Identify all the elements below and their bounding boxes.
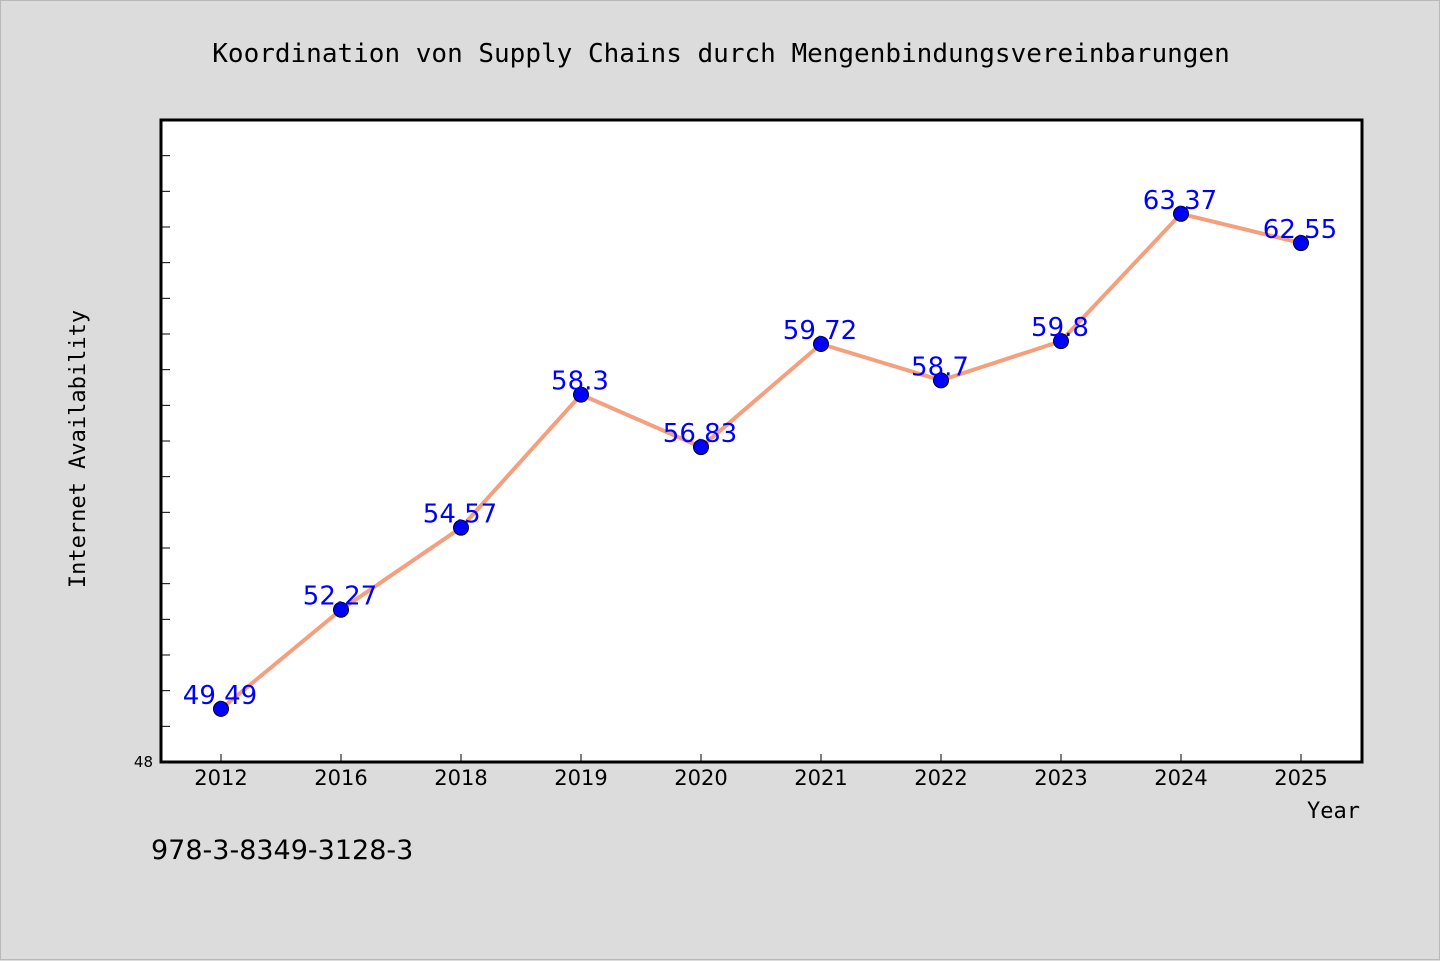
x-tick-label: 2016: [314, 766, 367, 790]
y-axis-label: Internet Availability: [66, 310, 91, 588]
data-point: [1293, 235, 1309, 252]
data-point: [1173, 205, 1189, 222]
series-line: [219, 211, 1302, 711]
x-tick-label: 2022: [914, 766, 967, 790]
x-tick-label: 2023: [1034, 766, 1087, 790]
plot-area: [159, 118, 1364, 764]
data-point: [333, 601, 349, 618]
x-tick-label: 2019: [554, 766, 607, 790]
x-tick-label: 2012: [194, 766, 247, 790]
data-label: 52.27: [303, 582, 377, 612]
data-label: 62.55: [1263, 215, 1337, 245]
data-point: [213, 700, 229, 717]
data-point: [933, 372, 949, 389]
data-point: [453, 519, 469, 536]
data-label: 58.7: [911, 352, 969, 382]
x-axis-tick-labels: 2012 2016 2018 2019 2020 2021 2022 2023 2024 2025: [194, 766, 1327, 790]
isbn-code: 978-3-8349-3128-3: [151, 835, 414, 866]
data-label: 58.3: [551, 367, 609, 397]
chart-title: Koordination von Supply Chains durch Men…: [212, 39, 1229, 69]
x-tick-label: 2024: [1154, 766, 1207, 790]
x-axis-label: Year: [1307, 799, 1360, 824]
data-label: 49.49: [183, 681, 257, 711]
x-tick-label: 2021: [794, 766, 847, 790]
data-label: 56.83: [663, 419, 737, 449]
series-group: [213, 205, 1309, 717]
x-tick-label: 2018: [434, 766, 487, 790]
x-axis-ticks: [220, 754, 1302, 762]
y-axis-ticks: [161, 155, 170, 727]
x-tick-label: 2020: [674, 766, 727, 790]
data-point: [693, 439, 709, 456]
data-label: 54.57: [423, 500, 497, 530]
data-label: 63.37: [1143, 186, 1217, 216]
data-point: [573, 386, 589, 403]
data-point: [813, 335, 829, 352]
data-labels: 49.49 52.27 54.57 58.3 56.83 59.72 58.7 59.8 63.…: [183, 186, 1337, 711]
y-tick-label: 48: [134, 753, 153, 771]
data-label: 59.8: [1031, 313, 1089, 343]
data-label: 59.72: [783, 316, 857, 346]
data-point: [1053, 333, 1069, 350]
x-tick-label: 2025: [1274, 766, 1327, 790]
